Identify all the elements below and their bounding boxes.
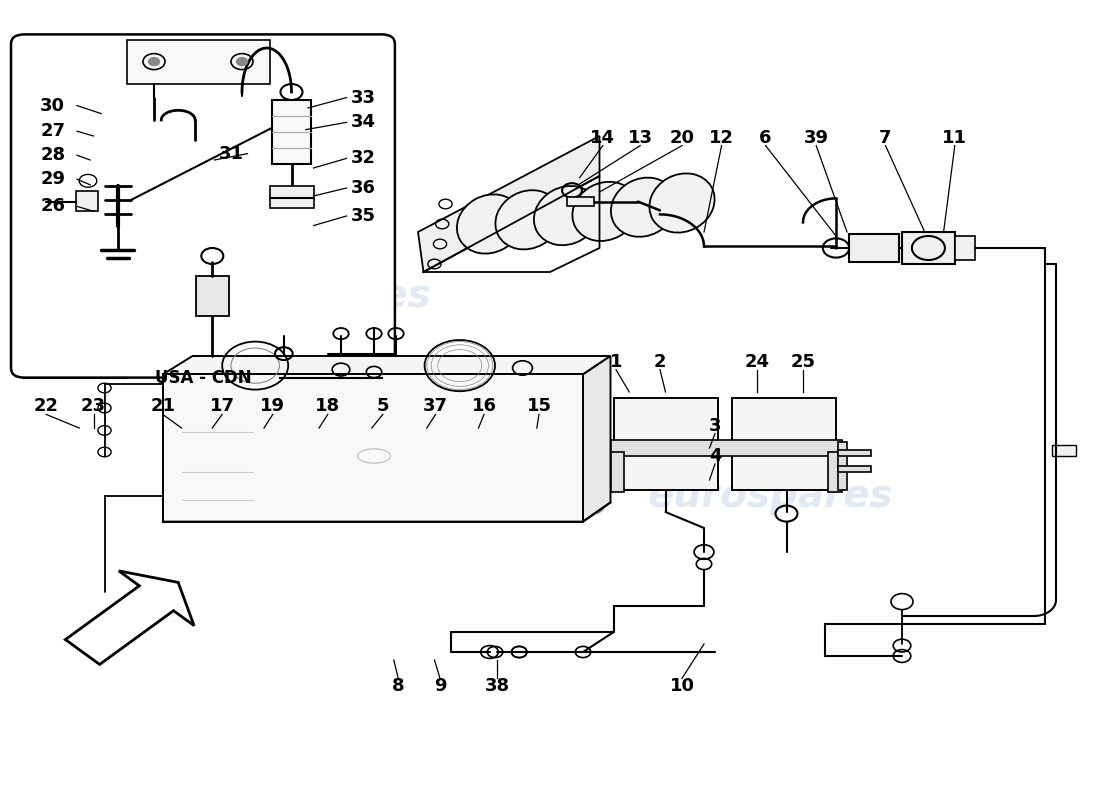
Text: 16: 16 (472, 398, 496, 415)
Text: 3: 3 (708, 417, 722, 434)
Bar (955, 236, 975, 260)
Text: 35: 35 (351, 207, 375, 225)
Circle shape (148, 58, 159, 66)
Bar (828, 452, 842, 492)
Text: 21: 21 (151, 398, 175, 415)
Ellipse shape (649, 174, 715, 233)
Text: 31: 31 (219, 145, 243, 162)
Bar (566, 197, 594, 206)
Text: 27: 27 (41, 122, 65, 140)
Text: eurospares: eurospares (185, 277, 431, 315)
Bar (838, 450, 871, 456)
Text: 28: 28 (41, 146, 65, 164)
Text: 34: 34 (351, 114, 375, 131)
Bar (272, 100, 311, 164)
Text: 18: 18 (316, 398, 340, 415)
Text: 30: 30 (41, 97, 65, 114)
FancyBboxPatch shape (11, 34, 395, 378)
Polygon shape (163, 356, 610, 374)
Ellipse shape (572, 182, 638, 241)
Ellipse shape (610, 178, 676, 237)
Text: 37: 37 (424, 398, 448, 415)
Text: 32: 32 (351, 150, 375, 167)
Text: 23: 23 (81, 398, 106, 415)
Ellipse shape (534, 186, 600, 245)
Text: 36: 36 (351, 179, 375, 197)
Bar (76, 191, 98, 211)
Bar (902, 232, 955, 264)
Bar (610, 440, 842, 456)
Bar (732, 398, 836, 490)
Text: 33: 33 (351, 89, 375, 106)
Text: 7: 7 (879, 129, 892, 146)
Text: 8: 8 (392, 678, 405, 695)
Text: 20: 20 (670, 129, 694, 146)
Bar (1052, 445, 1076, 456)
Text: 25: 25 (791, 353, 815, 370)
Ellipse shape (495, 190, 561, 250)
Bar (610, 452, 624, 492)
Text: 11: 11 (943, 129, 967, 146)
Text: 10: 10 (670, 678, 694, 695)
Polygon shape (418, 136, 600, 272)
Bar (196, 276, 229, 316)
Text: 12: 12 (710, 129, 734, 146)
Text: 15: 15 (527, 398, 551, 415)
Text: 1: 1 (609, 353, 623, 370)
Bar (270, 186, 314, 208)
Text: 22: 22 (34, 398, 58, 415)
Text: 5: 5 (376, 398, 389, 415)
Text: eurospares: eurospares (647, 477, 893, 515)
Bar (849, 234, 899, 262)
Text: 29: 29 (41, 170, 65, 188)
Text: 9: 9 (433, 678, 447, 695)
Text: 24: 24 (745, 353, 769, 370)
Bar (838, 466, 871, 472)
Ellipse shape (456, 194, 522, 254)
Text: USA - CDN: USA - CDN (155, 369, 251, 386)
Text: 6: 6 (759, 129, 772, 146)
Text: 19: 19 (261, 398, 285, 415)
Polygon shape (583, 356, 610, 522)
Text: 26: 26 (41, 198, 65, 215)
Text: 13: 13 (628, 129, 652, 146)
Bar (838, 442, 847, 490)
Text: 38: 38 (485, 678, 509, 695)
Text: 4: 4 (708, 447, 722, 465)
Text: 17: 17 (210, 398, 234, 415)
Bar (126, 40, 270, 84)
Polygon shape (163, 374, 583, 522)
Text: 2: 2 (653, 353, 667, 370)
Circle shape (236, 58, 248, 66)
Polygon shape (65, 571, 194, 665)
Text: 14: 14 (591, 129, 615, 146)
Text: 39: 39 (804, 129, 828, 146)
Bar (614, 398, 718, 490)
